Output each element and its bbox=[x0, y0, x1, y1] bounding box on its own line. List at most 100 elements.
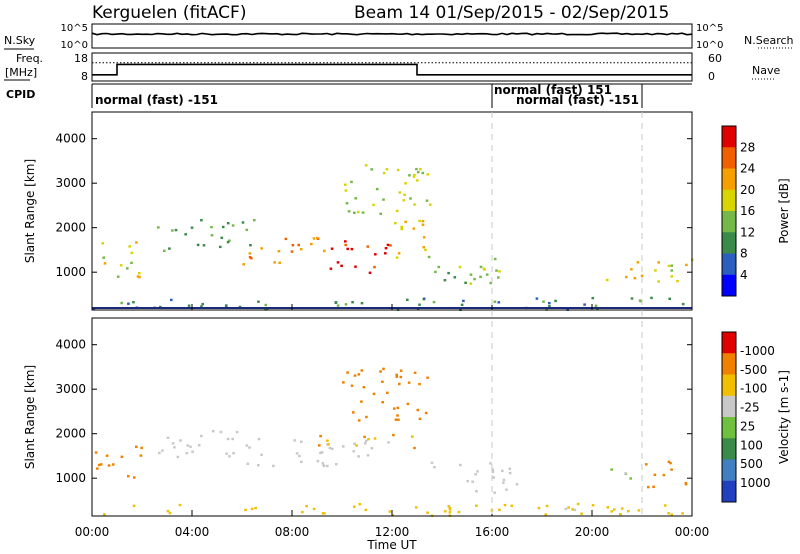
power-cell bbox=[379, 212, 382, 215]
velocity-cell bbox=[231, 437, 234, 441]
velocity-cell bbox=[179, 439, 182, 442]
power-cell bbox=[657, 261, 660, 264]
power-cell bbox=[397, 252, 401, 255]
cpid-entry-1: normal (fast) -151 bbox=[95, 93, 218, 107]
power-cell bbox=[382, 171, 386, 175]
velocity-cell bbox=[386, 391, 389, 394]
velocity-colorbar-swatch bbox=[722, 459, 736, 482]
velocity-cell bbox=[319, 451, 322, 455]
power-cell bbox=[102, 256, 105, 259]
velocity-cell bbox=[466, 479, 469, 483]
velocity-cell bbox=[366, 454, 370, 457]
velocity-cell bbox=[319, 434, 322, 438]
velocity-cell bbox=[414, 506, 418, 509]
velocity-cell bbox=[362, 386, 366, 389]
velocity-cell bbox=[357, 455, 360, 458]
power-cell bbox=[396, 168, 400, 172]
velocity-cell bbox=[413, 446, 416, 450]
velocity-cell bbox=[498, 508, 501, 511]
velocity-cell bbox=[158, 451, 161, 455]
velocity-cell bbox=[244, 508, 247, 512]
velocity-cell bbox=[248, 446, 251, 449]
power-cell bbox=[375, 187, 379, 191]
velocity-cell bbox=[232, 452, 235, 455]
velocity-colorbar-swatch bbox=[722, 353, 736, 375]
velocity-cell bbox=[328, 446, 332, 450]
velocity-cell bbox=[667, 512, 670, 515]
velocity-cell bbox=[171, 442, 175, 445]
power-cell bbox=[336, 261, 340, 264]
beam-date-title: Beam 14 01/Sep/2015 - 02/Sep/2015 bbox=[354, 3, 669, 23]
velocity-cell bbox=[301, 510, 304, 514]
velocity-cell bbox=[352, 411, 355, 414]
velocity-cell bbox=[381, 380, 384, 383]
velocity-cell bbox=[382, 367, 385, 371]
power-cell bbox=[138, 272, 141, 275]
power-cell bbox=[428, 203, 432, 206]
velocity-cell bbox=[545, 504, 549, 508]
velocity-cell bbox=[111, 463, 115, 466]
velocity-cell bbox=[357, 419, 361, 422]
power-cell bbox=[434, 270, 437, 274]
power-cell bbox=[344, 243, 347, 247]
power-cell bbox=[419, 167, 422, 171]
velocity-cell bbox=[132, 504, 136, 507]
power-cell bbox=[278, 261, 281, 264]
velocity-cell bbox=[191, 450, 194, 453]
velocity-cell bbox=[397, 418, 400, 421]
velocity-cell bbox=[107, 464, 111, 467]
power-cell bbox=[421, 223, 425, 226]
power-cell bbox=[345, 202, 349, 205]
velocity-cell bbox=[327, 443, 330, 446]
power-cell bbox=[372, 203, 375, 207]
power-cell bbox=[418, 303, 421, 306]
power-cell bbox=[415, 167, 418, 171]
power-cell bbox=[196, 243, 200, 247]
power-cell bbox=[336, 304, 340, 307]
power-cell bbox=[130, 251, 134, 255]
power-cell bbox=[657, 280, 660, 283]
power-cell bbox=[344, 183, 347, 186]
power-cell bbox=[654, 269, 657, 272]
power-cell bbox=[364, 164, 368, 167]
power-cell bbox=[670, 275, 673, 278]
nave-label: Nave bbox=[752, 64, 780, 77]
power-cell bbox=[136, 275, 140, 278]
power-cell bbox=[633, 277, 637, 280]
power-cell bbox=[409, 197, 412, 200]
velocity-cell bbox=[424, 411, 428, 415]
power-colorbar-tick: 20 bbox=[740, 183, 755, 197]
power-cell bbox=[250, 257, 253, 260]
velocity-colorbar-tick: -1000 bbox=[740, 344, 775, 358]
velocity-cell bbox=[501, 469, 504, 473]
power-cell bbox=[174, 228, 178, 232]
velocity-xtick-label: 12:00 bbox=[375, 525, 410, 539]
power-colorbar: 4 8 12 16 20 24 28 bbox=[721, 125, 755, 297]
velocity-cell bbox=[411, 435, 414, 438]
power-cell bbox=[493, 257, 497, 261]
velocity-cell bbox=[225, 452, 228, 455]
velocity-cell bbox=[416, 408, 420, 412]
power-ytick-label: 2000 bbox=[55, 221, 86, 235]
velocity-cell bbox=[430, 461, 434, 464]
velocity-cell bbox=[235, 430, 239, 434]
power-cell bbox=[103, 262, 107, 265]
power-cell bbox=[353, 211, 356, 214]
nave-right-tick-bottom: 0 bbox=[708, 70, 715, 83]
power-cell bbox=[469, 273, 473, 276]
power-cell bbox=[284, 237, 288, 241]
power-cell bbox=[373, 265, 376, 269]
power-cell bbox=[354, 265, 357, 268]
power-cell bbox=[469, 282, 473, 285]
velocity-cell bbox=[139, 454, 143, 457]
velocity-cell bbox=[173, 446, 176, 449]
velocity-xticks: 00:00 04:00 08:00 12:00 16:00 20:00 00:00 bbox=[75, 304, 709, 539]
velocity-cell bbox=[662, 473, 666, 477]
velocity-cell bbox=[321, 512, 325, 515]
power-colorbar-frame bbox=[721, 125, 737, 297]
power-ytick-label: 3000 bbox=[55, 176, 86, 190]
power-cell bbox=[221, 225, 225, 229]
power-cell bbox=[350, 180, 353, 184]
power-cell bbox=[368, 271, 372, 274]
power-cell bbox=[350, 247, 354, 251]
